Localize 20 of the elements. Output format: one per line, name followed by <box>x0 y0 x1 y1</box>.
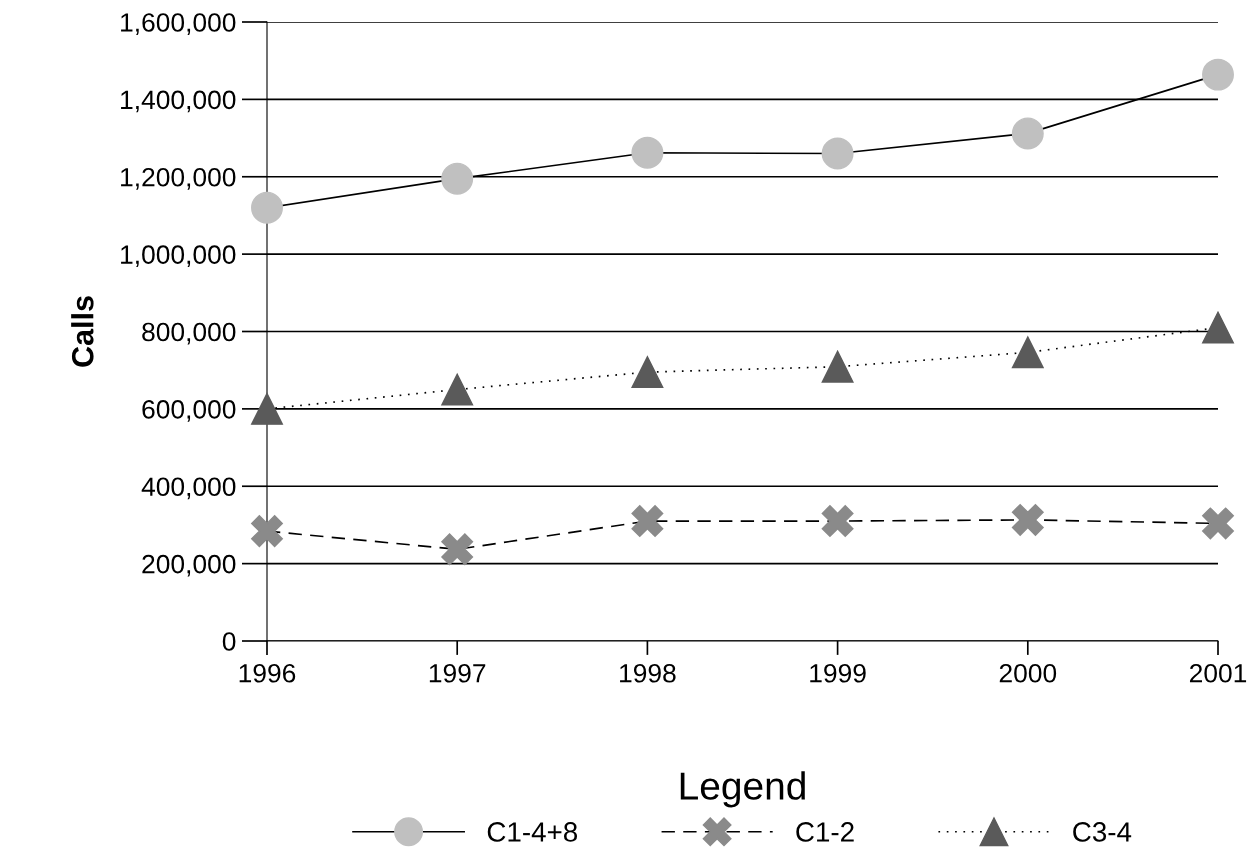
y-tick-label: 800,000 <box>142 322 236 345</box>
y-tick-label: 400,000 <box>141 477 236 500</box>
x-tick-label: 2001 <box>1189 663 1247 683</box>
y-tick-label: 600,000 <box>142 400 236 422</box>
x-tick-label: 1998 <box>620 663 676 683</box>
legend-label: C3-4 <box>1073 822 1132 842</box>
x-tick-label: 1996 <box>239 663 296 683</box>
y-tick-label: 0 <box>222 632 236 651</box>
y-tick-label: 1,400,000 <box>121 90 236 113</box>
y-tick-label: 1,200,000 <box>121 167 236 190</box>
x-tick-label: 2000 <box>999 663 1057 683</box>
y-tick-label: 1,600,000 <box>121 13 236 35</box>
y-tick-label: 1,000,000 <box>121 245 236 268</box>
legend-label: C1-4+8 <box>487 822 578 842</box>
legend-title: Legend <box>680 771 805 808</box>
y-tick-label: 200,000 <box>142 554 236 577</box>
x-tick-label: 1999 <box>810 663 866 683</box>
y-axis-title: Calls <box>71 296 94 367</box>
legend-label: C1-2 <box>796 822 854 842</box>
x-tick-label: 1997 <box>429 663 486 683</box>
